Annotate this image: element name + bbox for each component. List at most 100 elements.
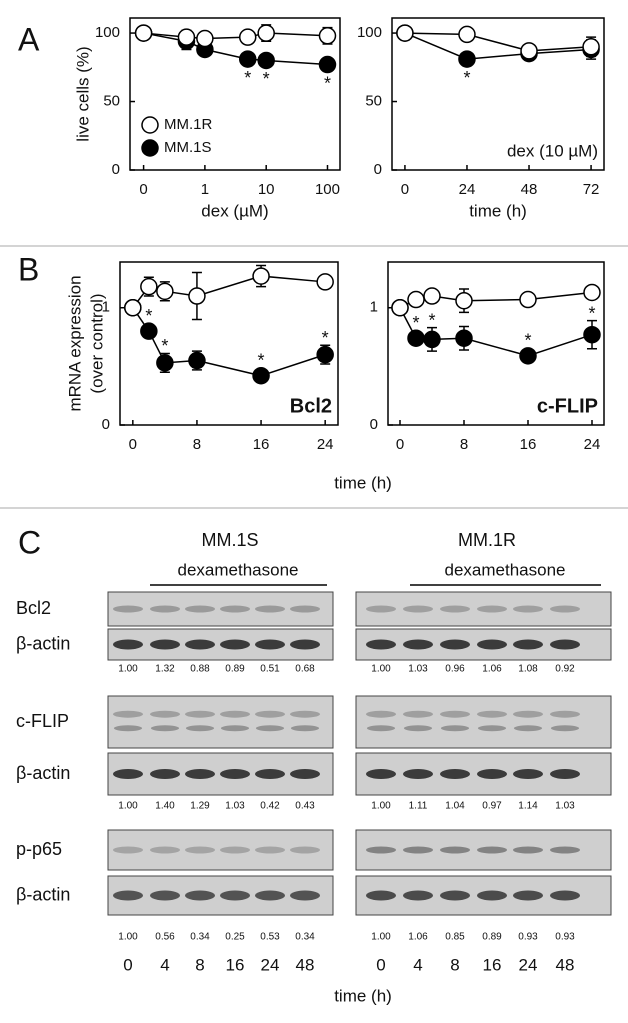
blot-band <box>477 846 507 854</box>
blot-band <box>367 725 395 732</box>
quantification-value: 1.03 <box>408 664 428 675</box>
annotation: dex (10 µM) <box>507 141 598 160</box>
blot-band <box>551 725 579 732</box>
blot-band <box>477 710 507 718</box>
quantification-value: 1.32 <box>155 664 175 675</box>
quantification-value: 0.25 <box>225 932 245 943</box>
blot-band <box>366 769 396 779</box>
blot-band <box>255 846 285 854</box>
x-axis-label: time (h) <box>334 473 392 492</box>
blot-row-label: β-actin <box>16 633 70 653</box>
lane-label: 16 <box>483 955 502 974</box>
data-point <box>423 330 441 349</box>
blot-band <box>151 725 179 732</box>
quantification-value: 1.00 <box>371 801 391 812</box>
data-point <box>177 28 196 46</box>
blot-row-label: β-actin <box>16 763 70 783</box>
x-axis-label: time (h) <box>469 201 527 220</box>
lane-label: 8 <box>195 955 204 974</box>
blot-band <box>477 639 507 650</box>
group-title: MM.1R <box>458 530 516 550</box>
data-point <box>458 25 476 44</box>
blot-band <box>290 846 320 854</box>
legend-marker <box>141 116 159 134</box>
data-point <box>140 277 158 296</box>
y-tick-label: 1 <box>370 299 378 316</box>
blot-band <box>550 890 580 901</box>
significance-mark: * <box>463 68 470 88</box>
quantification-value: 0.34 <box>295 932 315 943</box>
blot-band <box>513 605 543 613</box>
plot-frame <box>391 17 605 171</box>
lane-label: 48 <box>296 955 315 974</box>
y-tick-label: 0 <box>370 416 378 433</box>
blot-band <box>255 890 285 901</box>
quantification-value: 0.96 <box>445 664 465 675</box>
blot-band <box>255 605 285 613</box>
blot-band <box>513 710 543 718</box>
blot-band <box>150 846 180 854</box>
blot-band <box>113 639 143 650</box>
blot-band <box>403 846 433 854</box>
data-point <box>520 42 538 60</box>
data-point <box>188 287 206 305</box>
quantification-value: 1.04 <box>445 801 465 812</box>
series-line <box>404 32 592 52</box>
quantification-value: 1.14 <box>518 801 538 812</box>
x-tick-label: 8 <box>460 436 468 453</box>
significance-mark: * <box>322 328 329 348</box>
x-tick-label: 48 <box>521 181 538 198</box>
plot-frame <box>119 261 339 426</box>
blot-row-label: p-p65 <box>16 839 62 859</box>
blot-image <box>355 695 612 749</box>
data-point <box>238 28 257 46</box>
y-tick-label: 100 <box>95 24 120 41</box>
x-tick-label: 24 <box>317 436 334 453</box>
data-point <box>316 345 334 364</box>
treatment-label: dexamethasone <box>178 560 299 579</box>
blot-band <box>478 725 506 732</box>
y-tick-label: 0 <box>102 416 110 433</box>
blot-band <box>220 846 250 854</box>
blot-band <box>220 769 250 779</box>
data-point <box>156 282 174 301</box>
blot-band <box>477 890 507 901</box>
data-point <box>134 24 153 42</box>
x-tick-label: 24 <box>459 181 476 198</box>
lane-label: 16 <box>226 955 245 974</box>
y-tick-label: 0 <box>112 161 120 178</box>
data-point <box>252 267 270 285</box>
significance-mark: * <box>244 68 251 88</box>
legend-marker <box>141 139 159 157</box>
lane-label: 24 <box>261 955 280 974</box>
blot-band <box>441 725 469 732</box>
data-point <box>140 322 158 340</box>
data-point <box>391 298 409 317</box>
blot-band <box>220 710 250 718</box>
quantification-value: 1.11 <box>409 801 428 812</box>
x-tick-label: 0 <box>401 181 409 198</box>
blot-band <box>290 769 320 779</box>
lane-label: 8 <box>450 955 459 974</box>
x-tick-label: 24 <box>584 436 601 453</box>
quantification-value: 0.89 <box>482 932 502 943</box>
x-axis-label: time (h) <box>334 986 392 1005</box>
x-tick-label: 10 <box>258 181 275 198</box>
blot-band <box>403 890 433 901</box>
blot-band <box>220 890 250 901</box>
quantification-value: 1.00 <box>118 932 138 943</box>
x-axis-label: dex (µM) <box>201 201 268 220</box>
blot-band <box>513 846 543 854</box>
blot-row-label: β-actin <box>16 884 70 904</box>
data-point <box>458 50 476 68</box>
blot-band <box>440 890 470 901</box>
x-tick-label: 0 <box>139 181 147 198</box>
blot-band <box>440 769 470 779</box>
quantification-value: 1.29 <box>190 801 210 812</box>
x-tick-label: 16 <box>253 436 270 453</box>
blot-row-label: Bcl2 <box>16 598 51 618</box>
treatment-label: dexamethasone <box>445 560 566 579</box>
blot-band <box>290 639 320 650</box>
quantification-value: 0.93 <box>555 932 575 943</box>
x-tick-label: 1 <box>201 181 209 198</box>
